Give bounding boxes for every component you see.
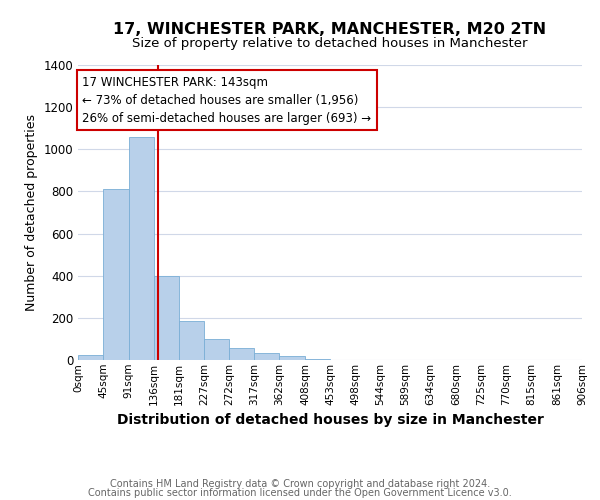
Bar: [204, 339, 229, 360]
Bar: [229, 348, 254, 360]
Y-axis label: Number of detached properties: Number of detached properties: [25, 114, 38, 311]
Text: 17 WINCHESTER PARK: 143sqm
← 73% of detached houses are smaller (1,956)
26% of s: 17 WINCHESTER PARK: 143sqm ← 73% of deta…: [82, 76, 371, 124]
Bar: [78, 354, 103, 360]
Bar: [254, 352, 280, 360]
Text: Contains public sector information licensed under the Open Government Licence v3: Contains public sector information licen…: [88, 488, 512, 498]
Text: Size of property relative to detached houses in Manchester: Size of property relative to detached ho…: [132, 38, 528, 51]
Text: 17, WINCHESTER PARK, MANCHESTER, M20 2TN: 17, WINCHESTER PARK, MANCHESTER, M20 2TN: [113, 22, 547, 38]
Bar: [280, 356, 305, 360]
Bar: [154, 276, 179, 360]
Text: Contains HM Land Registry data © Crown copyright and database right 2024.: Contains HM Land Registry data © Crown c…: [110, 479, 490, 489]
Bar: [179, 321, 204, 360]
X-axis label: Distribution of detached houses by size in Manchester: Distribution of detached houses by size …: [116, 413, 544, 427]
Bar: [103, 190, 128, 360]
Bar: [128, 136, 154, 360]
Bar: [305, 359, 330, 360]
